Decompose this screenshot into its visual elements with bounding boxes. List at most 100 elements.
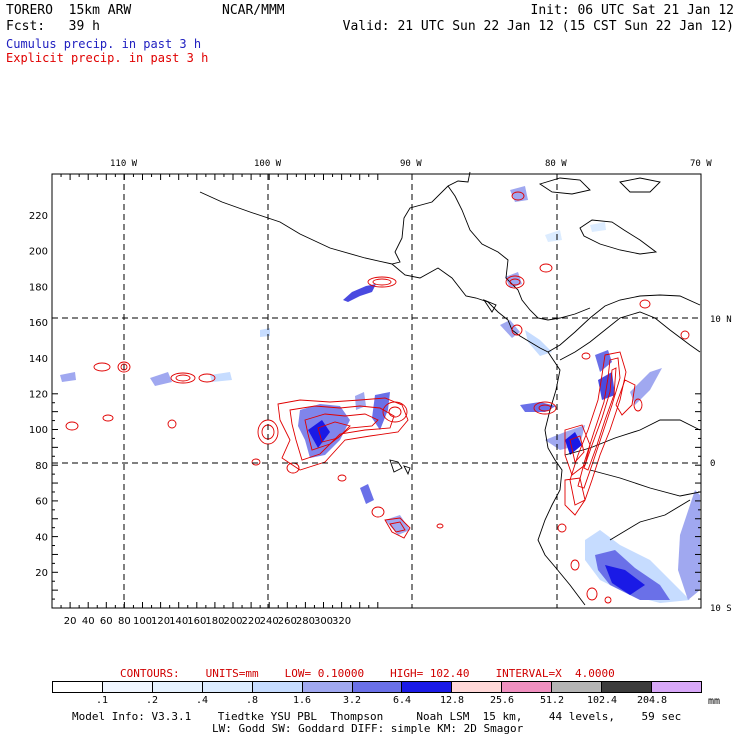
coastline-galapagos — [389, 459, 411, 476]
colorbar-unit: mm — [708, 696, 721, 707]
contour-cell — [317, 421, 351, 443]
y-tick-label: 200 — [29, 247, 48, 258]
colorbar-label: 25.6 — [489, 695, 515, 706]
x-tick-label: 320 — [332, 616, 351, 627]
colorbar-cell — [652, 682, 701, 692]
contour-cell — [65, 421, 79, 431]
model-name: TORERO 15km ARW — [6, 3, 132, 18]
x-tick-label: 240 — [260, 616, 279, 627]
colorbar-cell — [302, 682, 353, 692]
contour-cell — [539, 263, 553, 273]
contour-info: CONTOURS: UNITS=mm LOW= 0.10000 HIGH= 102.4… — [120, 667, 641, 680]
x-tick-label: 100 — [133, 616, 152, 627]
x-tick-label: 280 — [296, 616, 315, 627]
explicit-precip-contours — [65, 191, 690, 604]
colorbar-cell — [152, 682, 203, 692]
x-tick-label: 180 — [205, 616, 224, 627]
lon-label: 110 W — [110, 159, 138, 169]
colorbar-label: 12.8 — [439, 695, 465, 706]
precip-cell — [60, 372, 76, 382]
contour-cell — [680, 330, 690, 340]
colorbar-label: 3.2 — [342, 695, 362, 706]
colorbar-label: 102.4 — [586, 695, 618, 706]
precip-cell — [360, 484, 374, 504]
center-name: NCAR/MMM — [222, 3, 285, 18]
explicit-field-label: Explicit precip. in past 3 h — [6, 51, 209, 65]
x-tick-label: 20 — [64, 616, 77, 627]
precip-cell — [520, 402, 556, 412]
model-info: Model Info: V3.3.1 Tiedtke YSU PBL Thomp… — [72, 711, 681, 735]
contour-cell — [586, 587, 598, 601]
colorbar-cell — [102, 682, 153, 692]
contour-cell — [570, 559, 580, 571]
model-info-line2: LW: Godd SW: Goddard DIFF: simple KM: 2D… — [212, 722, 524, 735]
x-tick-label: 40 — [82, 616, 95, 627]
precip-cell — [525, 330, 552, 356]
contour-cell — [93, 362, 111, 372]
contour-cell — [505, 275, 525, 289]
x-tick-label: 200 — [223, 616, 242, 627]
precip-cell — [605, 565, 645, 595]
colorbar-labels: .1 .2 .4 .8 1.6 3.2 6.4 12.8 25.6 51.2 102.4 204.8 — [52, 695, 702, 707]
precip-cell — [355, 392, 366, 410]
colorbar-label: 1.6 — [292, 695, 312, 706]
contour-cell — [533, 401, 557, 415]
contour-cell — [615, 379, 636, 416]
coastline-mexico — [199, 171, 471, 265]
init-time: Init: 06 UTC Sat 21 Jan 12 — [530, 3, 735, 18]
border-colombia-venezuela — [559, 311, 701, 361]
y-tick-label: 220 — [29, 211, 48, 222]
colorbar-cell — [552, 682, 603, 692]
precip-colorbar — [52, 681, 702, 693]
precip-cell — [210, 372, 232, 382]
contour-cell — [604, 596, 612, 604]
x-tick-label: 260 — [278, 616, 297, 627]
contour-cell — [251, 458, 261, 466]
cumulus-precip-areas — [60, 186, 700, 603]
contour-cell — [337, 474, 347, 482]
precip-cell — [545, 230, 562, 242]
y-tick-label: 140 — [29, 354, 48, 365]
contour-cell — [509, 278, 521, 286]
y-tick-label: 80 — [35, 461, 48, 472]
coastline-panama-colombia — [547, 294, 701, 353]
contour-cell — [564, 477, 586, 516]
colorbar-label: 6.4 — [392, 695, 412, 706]
lon-label: 100 W — [254, 159, 282, 169]
x-tick-label: 300 — [314, 616, 333, 627]
precip-cell — [590, 222, 606, 232]
coastline-caribbean — [447, 185, 591, 321]
contour-cell — [384, 517, 411, 539]
axis-labels: 20 40 60 80 100 120 140 160 180 200 220 240 260 280 30… — [29, 211, 351, 627]
x-tick-label: 80 — [118, 616, 131, 627]
precip-cell — [500, 320, 520, 338]
lat-label: 0 — [710, 459, 715, 469]
coastline-cuba — [579, 219, 658, 255]
contour-cell — [170, 372, 196, 384]
contour-interval: INTERVAL=X 4.0000 — [495, 667, 615, 680]
colorbar-label: 204.8 — [636, 695, 668, 706]
y-tick-label: 40 — [35, 532, 48, 543]
precip-cell — [630, 368, 662, 405]
contour-cell — [304, 413, 379, 451]
lat-label: 10 N — [710, 315, 732, 325]
lon-label: 80 W — [545, 159, 567, 169]
y-tick-label: 60 — [35, 497, 48, 508]
contour-cell — [367, 276, 397, 288]
colorbar-cell — [202, 682, 253, 692]
contour-cell — [436, 523, 444, 529]
colorbar-cell — [352, 682, 403, 692]
colorbar-cell — [452, 682, 503, 692]
colorbar-label: .8 — [245, 695, 259, 706]
contour-cell — [389, 521, 406, 533]
precip-cell — [372, 392, 390, 430]
border-ecuador-peru — [564, 419, 701, 456]
coastline-gulf — [482, 299, 497, 313]
contour-cell — [117, 361, 131, 373]
contour-cell — [569, 435, 585, 463]
forecast-hour: Fcst: 39 h — [6, 19, 100, 34]
contour-cell — [538, 404, 552, 412]
precip-cell — [565, 432, 582, 455]
map-frame — [51, 173, 702, 609]
y-tick-label: 180 — [29, 282, 48, 293]
